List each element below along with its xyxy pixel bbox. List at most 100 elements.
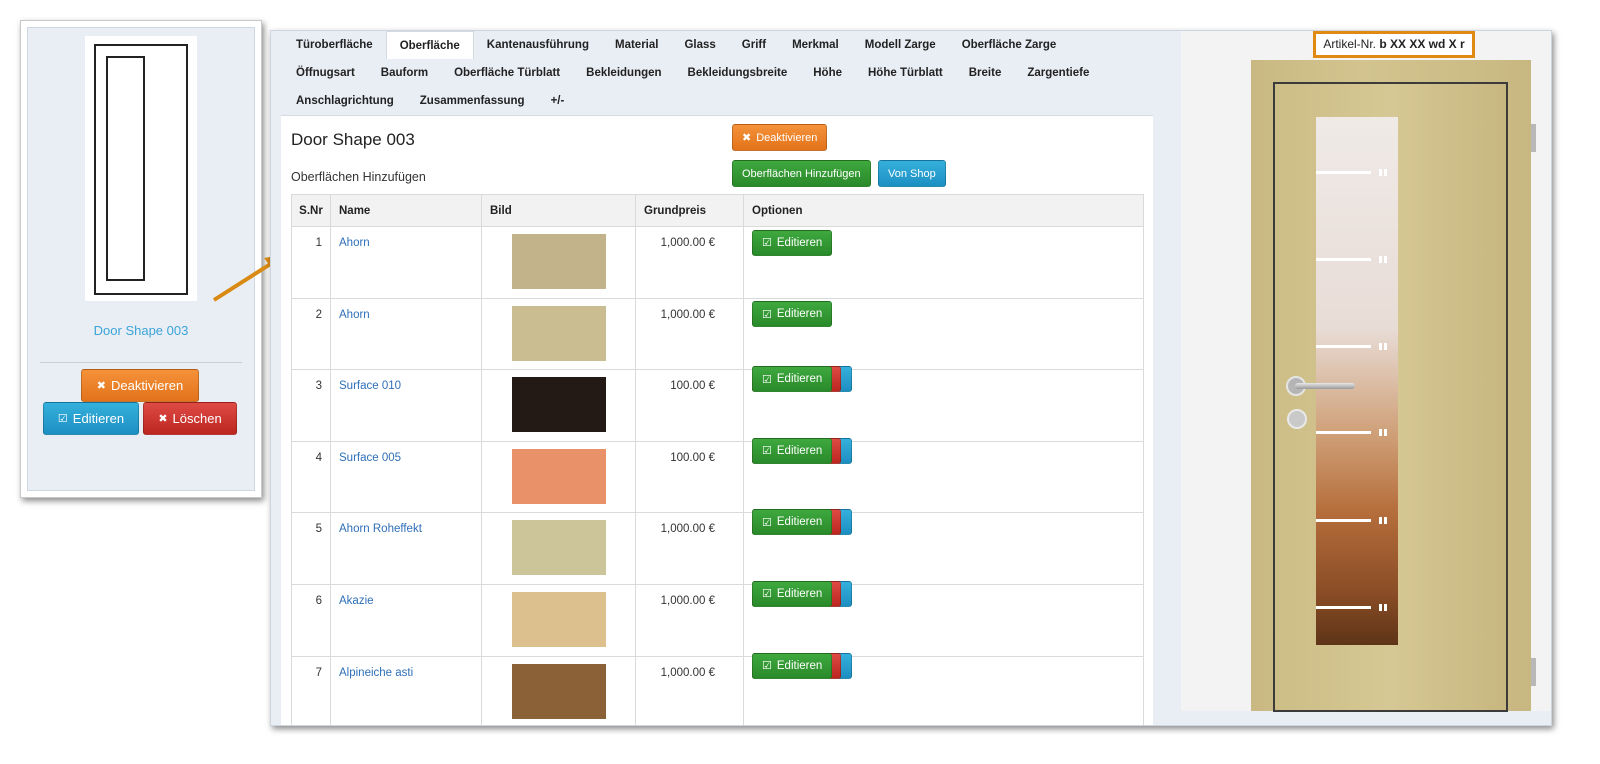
row-number: 2 — [291, 297, 331, 371]
card-delete-button[interactable]: ✖ Löschen — [143, 402, 237, 435]
surface-name-link[interactable]: Alpineiche asti — [330, 655, 482, 725]
tab-item[interactable]: Türoberfläche — [296, 39, 373, 51]
base-price: 1,000.00 € — [635, 297, 744, 371]
article-number-label: Artikel-Nr. — [1323, 37, 1376, 51]
tab-item[interactable]: Bauform — [380, 67, 429, 79]
row-edit-button[interactable]: ☑ Editieren — [752, 366, 833, 393]
tab-item[interactable]: Material — [615, 39, 659, 51]
lock-cylinder-icon — [1287, 409, 1307, 429]
door-shape-card: Door Shape 003 ✖ Deaktivieren ☑ Editiere… — [20, 20, 262, 498]
table-row: 5 Ahorn Roheffekt 1,000.00 € ⏻Als Standa… — [291, 509, 1144, 585]
tab-item[interactable]: Zusammenfassung — [419, 95, 525, 107]
edit-icon: ☑ — [762, 373, 772, 386]
door-frame-image — [1251, 60, 1536, 712]
edit-icon: ☑ — [57, 413, 68, 425]
tab-item[interactable]: Höhe — [813, 67, 842, 79]
tab-item[interactable]: Kantenausführung — [486, 39, 589, 51]
row-edit-label: Editieren — [776, 444, 823, 457]
surface-image-cell — [481, 655, 636, 725]
tab-item[interactable]: Anschlagrichtung — [296, 95, 394, 107]
tab-item[interactable]: Oberfläche — [385, 31, 474, 59]
deactivate-button[interactable]: ✖ Deaktivieren — [732, 124, 828, 151]
card-delete-label: Löschen — [172, 411, 222, 426]
options-cell: ⏻Als Standard 🗑Entfernen ☑Editieren — [743, 652, 1144, 725]
door-shape-card-body: Door Shape 003 ✖ Deaktivieren ☑ Editiere… — [27, 27, 255, 491]
tab-item[interactable]: Oberfläche Türblatt — [454, 67, 561, 79]
surface-name-link[interactable]: Ahorn — [330, 297, 482, 371]
glass-stripe — [1316, 606, 1371, 609]
row-number: 4 — [291, 440, 331, 514]
door-panel-outline — [106, 56, 145, 281]
row-edit-button[interactable]: ☑ Editieren — [752, 652, 833, 679]
table-row: 2 Ahorn 1,000.00 € Default ☑Editieren — [291, 297, 1144, 371]
glass-stripe — [1316, 345, 1371, 348]
tab-item[interactable]: Merkmal — [792, 39, 839, 51]
divider — [40, 362, 242, 363]
tab-item[interactable]: Modell Zarge — [864, 39, 936, 51]
tab-row: Anschlagrichtung Zusammenfassung +/- — [283, 87, 1163, 115]
surface-name-link[interactable]: Surface 010 — [330, 369, 482, 442]
surface-image-cell — [481, 226, 636, 299]
tab-item[interactable]: Höhe Türblatt — [868, 67, 943, 79]
tab-bar: Türoberfläche Oberfläche Kantenausführung M… — [283, 31, 1163, 115]
options-cell: ⏻Als Standard 🗑Entfernen ☑Editieren — [743, 509, 1144, 585]
main-panel: Türoberfläche Oberfläche Kantenausführung M… — [270, 30, 1552, 726]
edit-icon: ☑ — [762, 588, 772, 601]
close-icon: ✖ — [742, 132, 752, 144]
row-edit-button[interactable]: ☑ Editieren — [752, 229, 833, 256]
door-shape-name-link[interactable]: Door Shape 003 — [93, 323, 189, 338]
table-row: 1 Ahorn 1,000.00 € Default ☑Editieren — [291, 226, 1144, 299]
glass-stripe-mark — [1379, 604, 1387, 611]
tab-item[interactable]: Bekleidungen — [586, 67, 662, 79]
base-price: 100.00 € — [635, 440, 744, 514]
surface-name-link[interactable]: Surface 005 — [330, 440, 482, 514]
from-shop-button[interactable]: Von Shop — [878, 160, 946, 187]
glass-stripe — [1316, 171, 1371, 174]
door-outline — [94, 44, 188, 295]
row-edit-button[interactable]: ☑ Editieren — [752, 580, 833, 607]
glass-stripe-mark — [1379, 169, 1387, 176]
tab-item[interactable]: Griff — [741, 39, 767, 51]
deactivate-label: Deaktivieren — [756, 131, 818, 144]
glass-stripe — [1316, 519, 1371, 522]
tab-item[interactable]: Glass — [684, 39, 716, 51]
surface-table: S.Nr Name Bild Grundpreis Optionen 1 Aho… — [291, 194, 1144, 725]
row-edit-label: Editieren — [776, 659, 823, 672]
row-edit-button[interactable]: ☑ Editieren — [752, 301, 833, 328]
base-price: 1,000.00 € — [635, 583, 744, 657]
tab-item[interactable]: Oberfläche Zarge — [961, 39, 1057, 51]
tab-item[interactable]: Breite — [968, 67, 1002, 79]
row-number: 6 — [291, 583, 331, 657]
glass-stripe — [1316, 431, 1371, 434]
door-glass-panel — [1316, 117, 1398, 645]
table-header-row: S.Nr Name Bild Grundpreis Optionen — [291, 194, 1144, 227]
table-row: 6 Akazie 1,000.00 € ⏻Als Standard 🗑Entfe… — [291, 580, 1144, 657]
tab-item[interactable]: +/- — [550, 95, 565, 107]
card-edit-button[interactable]: ☑ Editieren — [43, 402, 139, 435]
section-subtitle: Oberflächen Hinzufügen — [291, 170, 426, 184]
surface-image-cell — [481, 583, 636, 657]
tab-item[interactable]: Zargentiefe — [1027, 67, 1090, 79]
add-surfaces-button[interactable]: Oberflächen Hinzufügen — [732, 160, 871, 187]
surface-name-link[interactable]: Akazie — [330, 583, 482, 657]
column-header-price: Grundpreis — [635, 194, 744, 227]
close-icon: ✖ — [96, 380, 106, 392]
edit-icon: ☑ — [762, 660, 772, 673]
hinge — [1531, 124, 1536, 152]
tab-item[interactable]: Öffnugsart — [296, 67, 355, 79]
door-handle-icon — [1295, 383, 1355, 389]
surface-image-cell — [481, 297, 636, 371]
row-edit-button[interactable]: ☑ Editieren — [752, 437, 833, 464]
surface-name-link[interactable]: Ahorn — [330, 226, 482, 299]
hinge — [1531, 658, 1536, 686]
base-price: 100.00 € — [635, 369, 744, 442]
surface-swatch-image — [512, 377, 606, 433]
card-deactivate-button[interactable]: ✖ Deaktivieren — [81, 369, 199, 402]
surface-swatch-image — [512, 520, 606, 576]
edit-icon: ☑ — [762, 445, 772, 458]
glass-stripe-mark — [1379, 429, 1387, 436]
row-number: 7 — [291, 655, 331, 725]
row-edit-button[interactable]: ☑ Editieren — [752, 509, 833, 536]
tab-item[interactable]: Bekleidungsbreite — [687, 67, 788, 79]
surface-name-link[interactable]: Ahorn Roheffekt — [330, 512, 482, 585]
